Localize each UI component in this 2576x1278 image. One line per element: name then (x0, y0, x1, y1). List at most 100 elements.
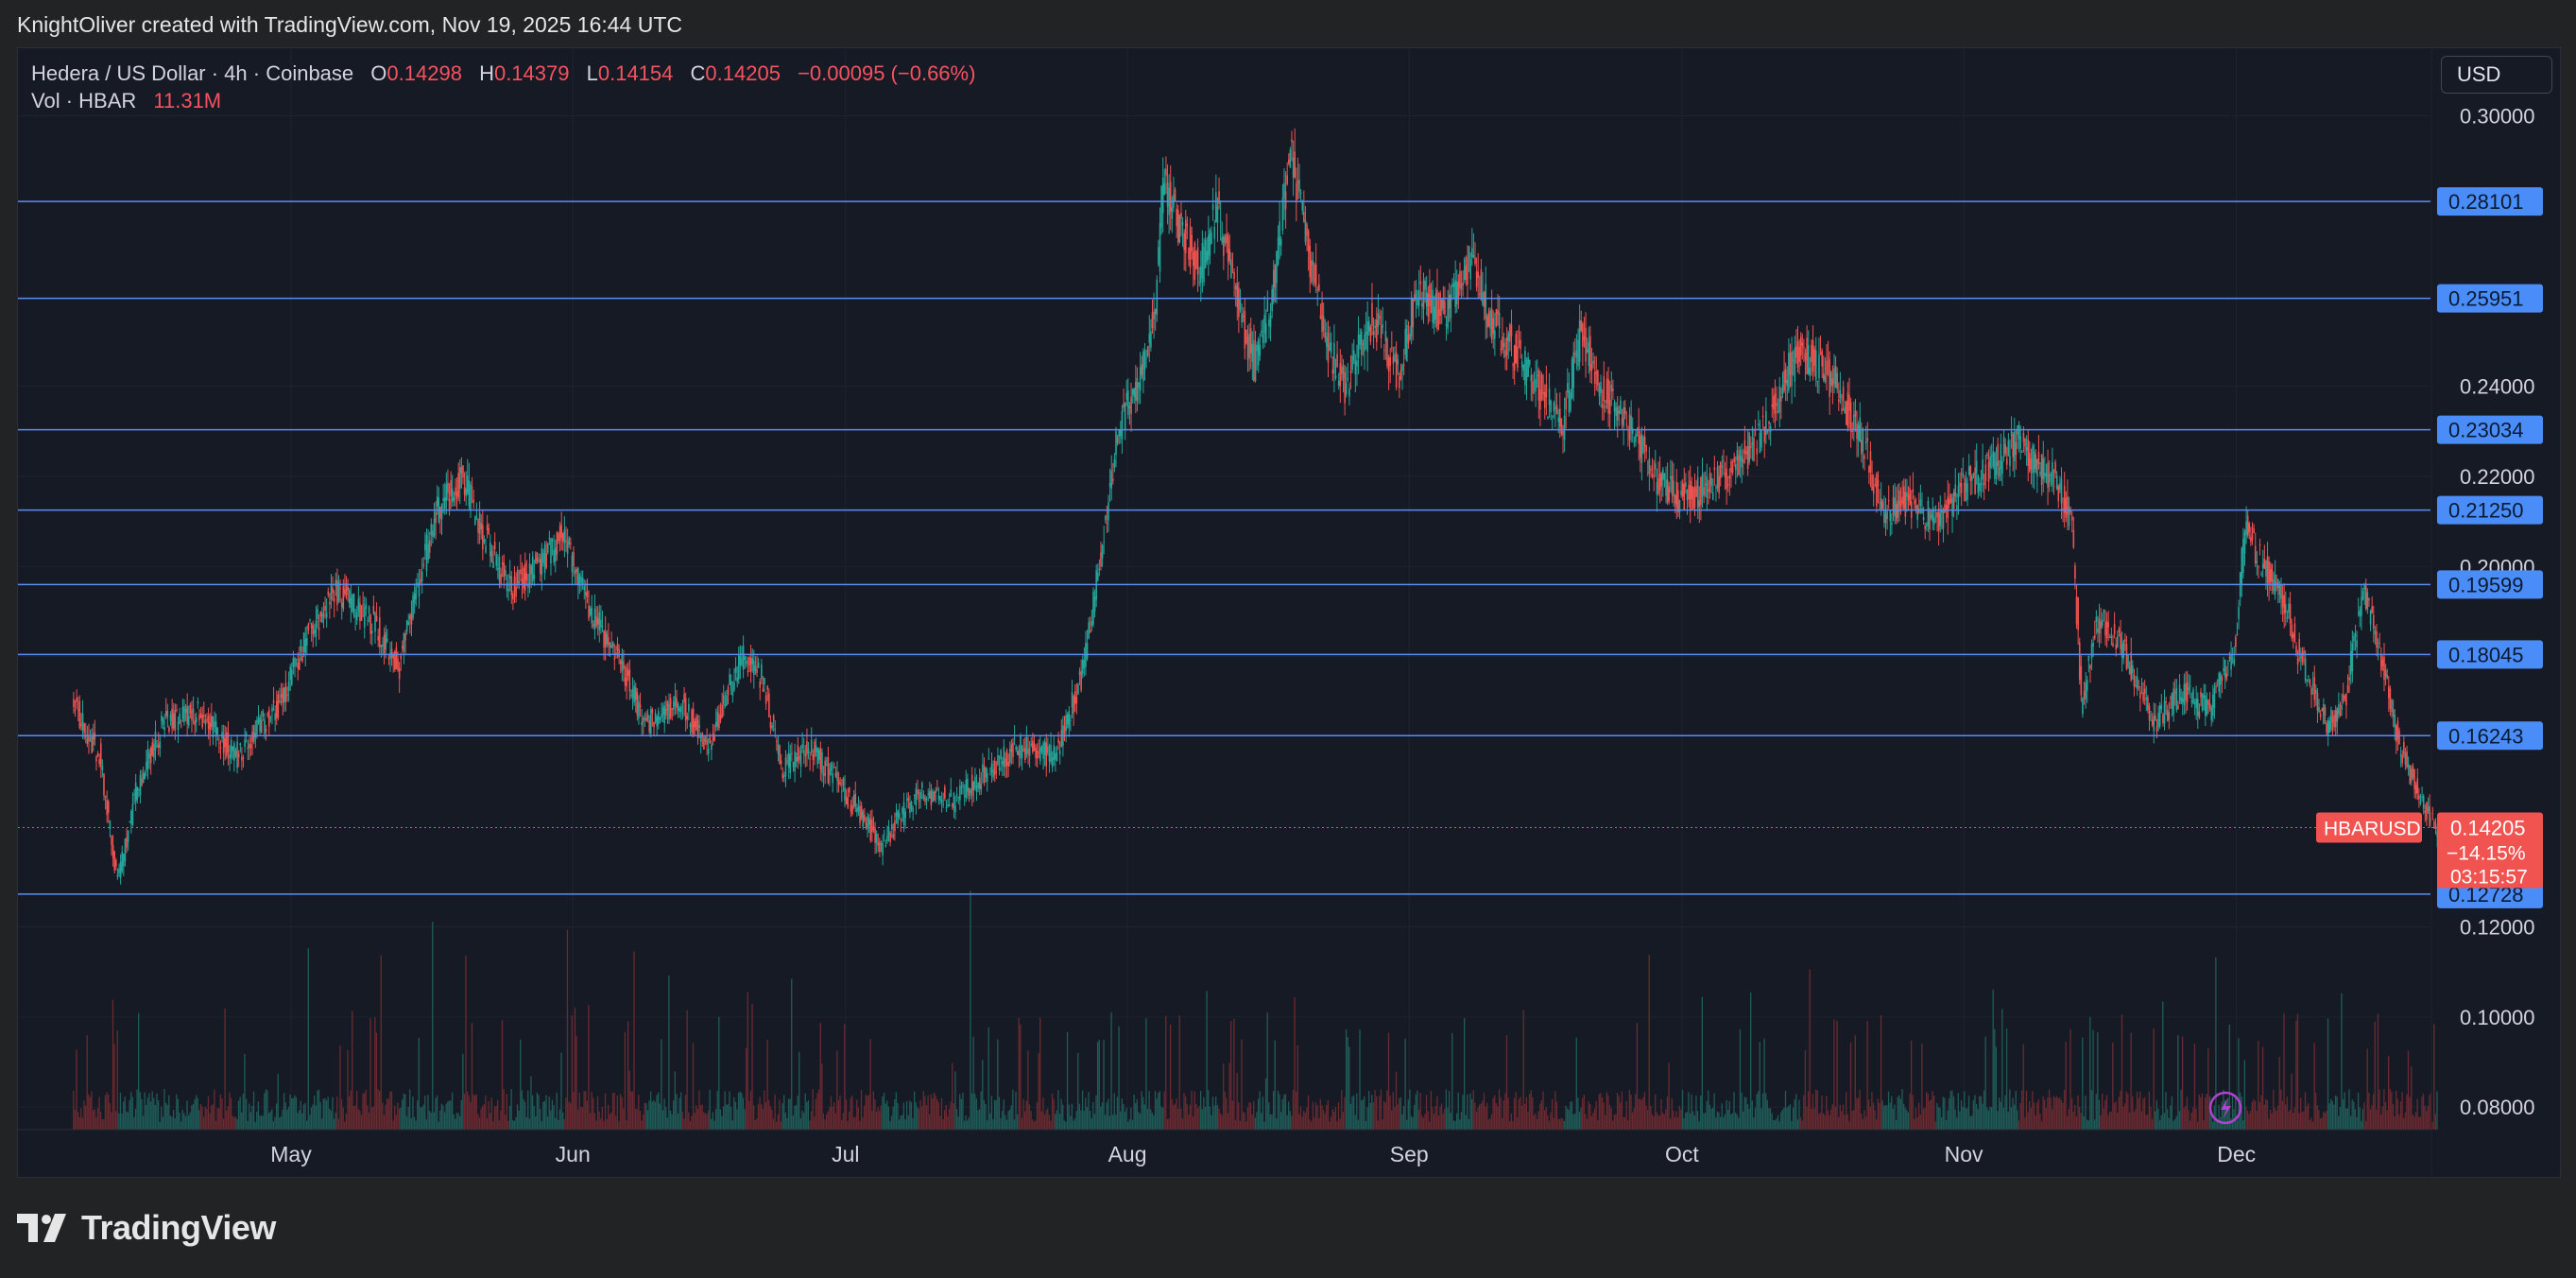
currency-selector[interactable]: USD (2441, 56, 2552, 94)
level-price-label[interactable]: 0.25951 (2437, 284, 2543, 313)
candle (898, 803, 901, 820)
volume-bar (692, 1043, 695, 1130)
candle (692, 701, 695, 738)
price-axis[interactable]: 0.300000.240000.220000.200000.180000.120… (2437, 105, 2543, 1120)
candle (1919, 484, 1922, 514)
candle (543, 541, 546, 580)
candle (1085, 630, 1087, 676)
candle (892, 823, 895, 840)
volume-bar (1068, 1104, 1070, 1130)
symbol-price-tag[interactable]: HBARUSD (2316, 812, 2422, 843)
volume-label[interactable]: Vol · HBAR (31, 89, 137, 112)
volume-bar (1223, 1063, 1225, 1130)
volume-bar (1224, 1091, 1226, 1130)
volume-bar (2042, 1096, 2044, 1130)
volume-series (73, 890, 2438, 1130)
symbol-title[interactable]: Hedera / US Dollar · 4h · Coinbase (31, 61, 354, 85)
candle (915, 783, 918, 815)
volume-bar (2310, 1117, 2312, 1130)
volume-bar (1557, 1118, 1559, 1130)
candle (877, 833, 880, 853)
volume-bar (561, 1112, 564, 1130)
candle (920, 781, 923, 800)
candle-series[interactable] (73, 128, 2438, 885)
volume-bar (301, 1113, 303, 1130)
candle (310, 622, 313, 642)
volume-bar (1092, 1101, 1094, 1130)
volume-bar (443, 1112, 446, 1130)
volume-bar (1658, 1115, 1661, 1130)
candle (2227, 660, 2229, 677)
candle (1096, 563, 1099, 582)
lightning-icon[interactable] (2208, 1091, 2242, 1125)
candle (1849, 397, 1852, 448)
volume-bar (2326, 1111, 2327, 1130)
price-chart[interactable]: 0.300000.240000.220000.200000.180000.120… (18, 48, 2560, 1177)
candle (1951, 492, 1953, 533)
candle (1366, 301, 1368, 371)
candle (480, 513, 483, 540)
volume-bar (372, 1106, 374, 1130)
candle (92, 723, 94, 752)
candle (405, 619, 408, 635)
volume-bar (1578, 1112, 1581, 1130)
volume-bar (1844, 1114, 1846, 1130)
volume-bar (1303, 1110, 1305, 1130)
volume-bar (360, 1114, 363, 1130)
candle (673, 696, 675, 717)
volume-bar (342, 1107, 344, 1130)
candle (1218, 177, 1220, 210)
level-price-label[interactable]: 0.21250 (2437, 495, 2543, 525)
volume-bar (2115, 1101, 2117, 1130)
candle (2228, 651, 2231, 663)
volume-bar (751, 1003, 753, 1130)
candle (2121, 631, 2123, 672)
price-tick-label: 0.08000 (2460, 1096, 2535, 1119)
candle (668, 693, 670, 724)
candle (1916, 504, 1918, 528)
volume-bar (157, 1100, 160, 1130)
candle (1095, 564, 1097, 607)
candle (1718, 465, 1720, 499)
tradingview-logo[interactable]: TradingView (17, 1208, 276, 1248)
current-price-label[interactable]: 0.14205−14.15%03:15:57 (2431, 812, 2543, 889)
candle (789, 744, 792, 779)
level-price-label[interactable]: 0.16243 (2437, 721, 2543, 751)
volume-bar (1631, 1112, 1634, 1130)
level-price-label[interactable]: 0.28101 (2437, 187, 2543, 216)
candle (2122, 639, 2125, 665)
volume-bar (340, 1099, 343, 1130)
candle (1593, 355, 1596, 396)
candle (1053, 735, 1056, 767)
volume-bar (542, 1101, 544, 1130)
volume-bar (284, 1102, 286, 1130)
candle (1146, 345, 1149, 358)
candle (1912, 472, 1915, 500)
volume-bar (2075, 1116, 2078, 1130)
candle (1329, 326, 1331, 352)
level-price-label[interactable]: 0.18045 (2437, 640, 2543, 669)
candle (865, 817, 867, 830)
candle (1150, 319, 1152, 352)
candle (1763, 426, 1766, 458)
volume-bar (554, 1117, 557, 1130)
candle (2207, 699, 2209, 715)
volume-bar (1608, 1104, 1611, 1130)
volume-bar (774, 1094, 776, 1130)
candle (362, 591, 364, 618)
candle (493, 532, 496, 556)
volume-bar (2063, 1090, 2066, 1130)
volume-bar (1535, 1113, 1537, 1130)
horizontal-levels[interactable] (18, 48, 2430, 895)
candle (1881, 499, 1884, 510)
candle (591, 595, 593, 629)
time-axis[interactable]: May Jun Jul Aug Sep Oct Nov Dec (18, 1129, 2430, 1166)
volume-bar (1089, 1111, 1091, 1130)
level-price-label[interactable]: 0.23034 (2437, 415, 2543, 444)
candle (1337, 372, 1340, 390)
level-price-label[interactable]: 0.19599 (2437, 570, 2543, 599)
chart-pane[interactable]: 0.300000.240000.220000.200000.180000.120… (17, 47, 2561, 1178)
volume-bar (352, 1105, 355, 1130)
volume-bar (2316, 1105, 2318, 1130)
volume-bar (1848, 1121, 1850, 1130)
